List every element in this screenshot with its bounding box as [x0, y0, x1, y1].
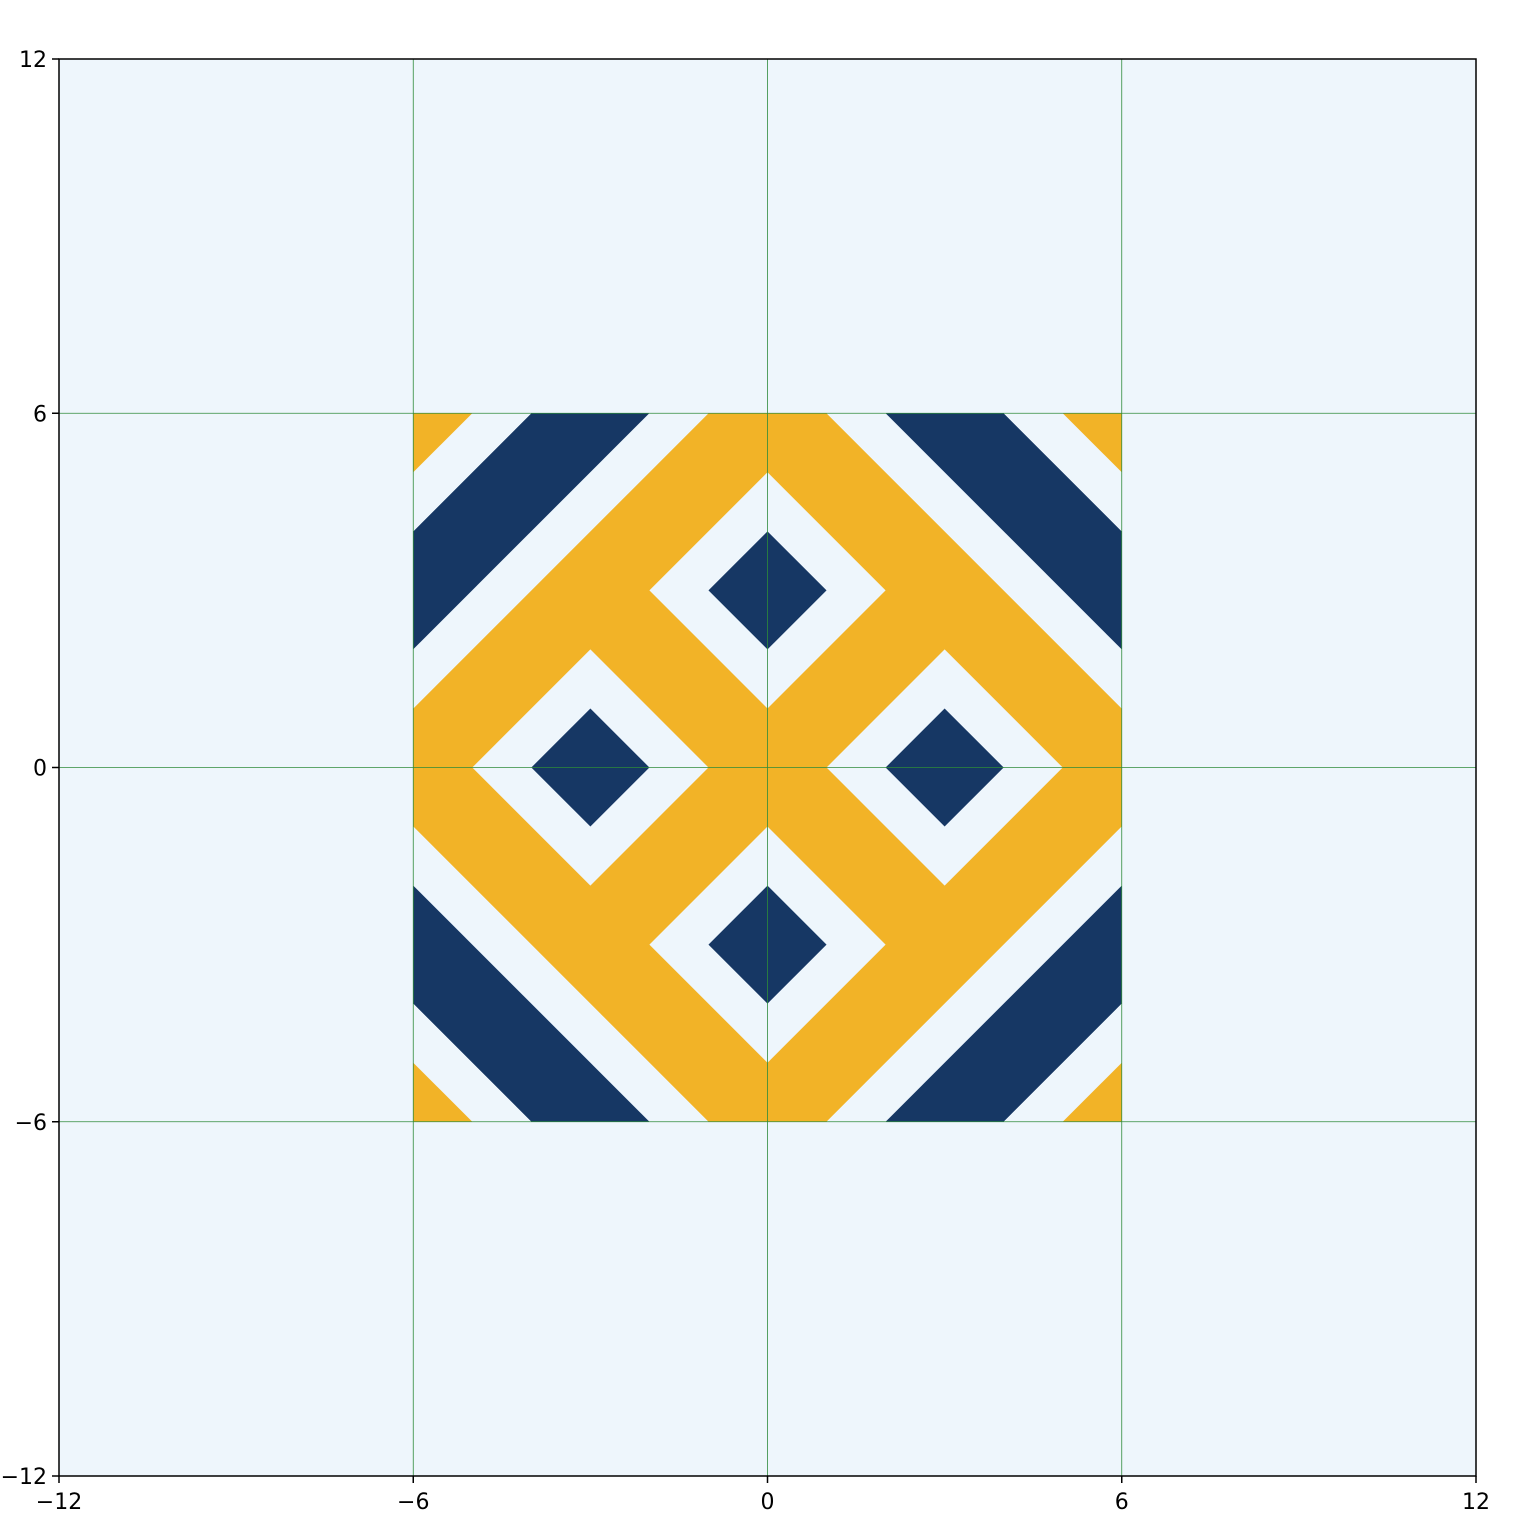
y-tick-label: −6 [15, 1111, 47, 1136]
x-tick-label: 12 [1462, 1490, 1490, 1515]
y-tick-label: 12 [19, 48, 47, 73]
x-tick-label: 6 [1115, 1490, 1129, 1515]
x-tick-label: −12 [36, 1490, 82, 1515]
plot-area [59, 59, 1476, 1476]
x-tick-label: −6 [397, 1490, 429, 1515]
y-tick-label: 6 [33, 402, 47, 427]
y-tick-label: −12 [1, 1465, 47, 1490]
y-tick-label: 0 [33, 757, 47, 782]
x-tick-label: 0 [761, 1490, 775, 1515]
